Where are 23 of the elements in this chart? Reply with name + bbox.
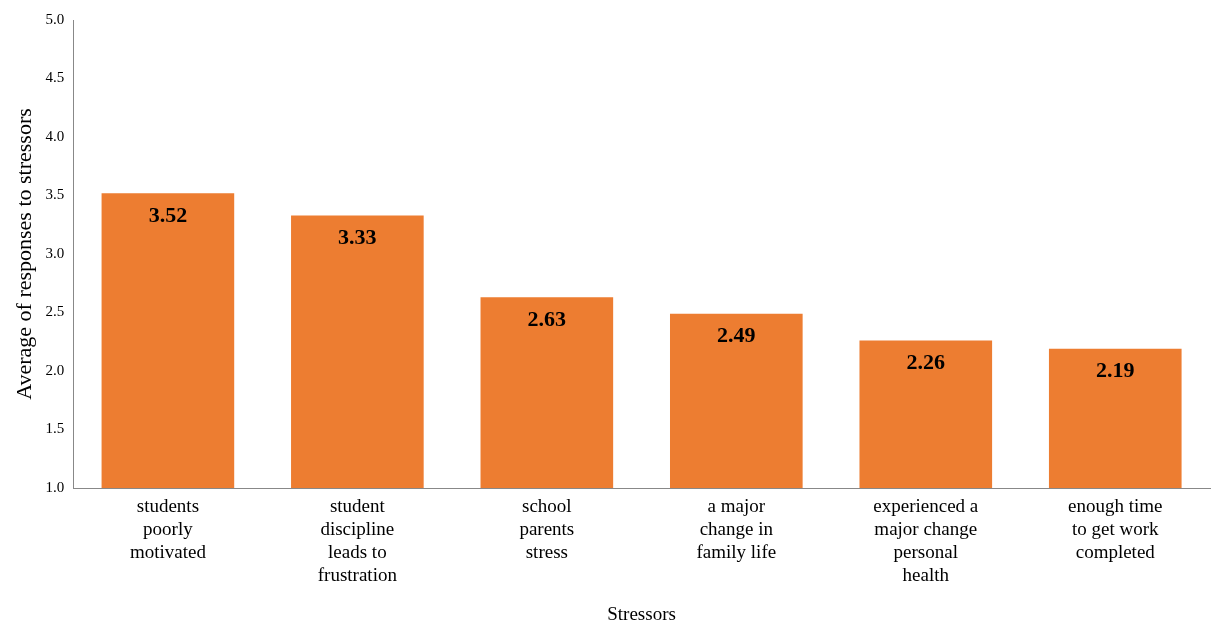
x-tick-label: a major change in family life — [696, 495, 777, 562]
y-tick-label: 1.5 — [45, 420, 65, 437]
y-tick-label: 4.5 — [45, 69, 65, 86]
y-axis-title: Average of responses to stressors — [10, 108, 36, 400]
data-label: 2.63 — [527, 305, 567, 331]
y-tick-label: 2.0 — [45, 361, 65, 378]
x-axis-title: Stressors — [607, 602, 676, 624]
x-tick-label: student discipline leads to frustration — [317, 495, 398, 585]
x-tick-label: enough time to get work completed — [1068, 495, 1163, 562]
data-label: 3.33 — [338, 224, 377, 250]
y-tick-label: 3.5 — [45, 186, 65, 203]
data-label: 2.26 — [906, 349, 946, 375]
x-tick-label: experienced a major change personal health — [873, 495, 979, 585]
data-label: 2.19 — [1096, 357, 1135, 383]
data-label: 2.49 — [717, 322, 756, 348]
y-tick-label: 4.0 — [45, 127, 65, 144]
y-tick-label: 3.0 — [45, 244, 65, 261]
y-tick-label: 1.0 — [45, 478, 65, 495]
y-tick-label: 2.5 — [45, 303, 65, 320]
x-tick-label: school parents stress — [519, 495, 575, 562]
y-tick-label: 5.0 — [45, 10, 65, 27]
x-tick-label: students poorly motivated — [129, 495, 207, 562]
data-label: 3.52 — [148, 201, 188, 227]
